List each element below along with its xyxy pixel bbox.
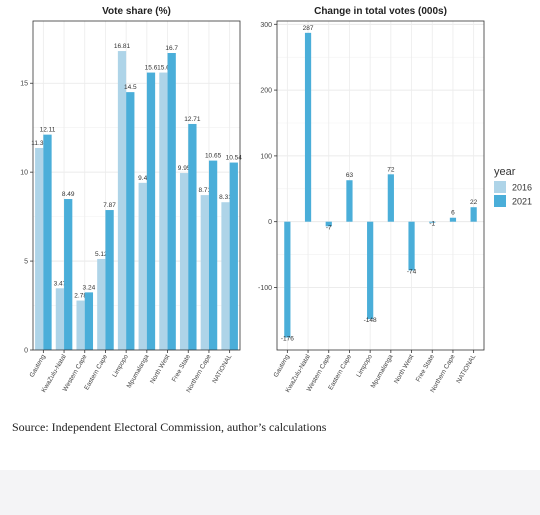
y-tick-label: 15 — [20, 81, 28, 88]
plot-background — [277, 21, 484, 350]
x-tick-label: NATIONAL — [455, 353, 477, 385]
bar — [408, 221, 415, 271]
data-label: 12.71 — [184, 116, 201, 123]
bar — [117, 51, 127, 350]
data-label: -7 — [326, 224, 332, 231]
panel-border — [276, 20, 485, 351]
chart-title: Vote share (%) — [102, 6, 171, 17]
bar — [387, 174, 394, 222]
data-label: 12.11 — [40, 127, 56, 134]
legend-title: year — [494, 166, 516, 178]
bar — [55, 288, 65, 350]
data-label: 16.81 — [114, 43, 131, 50]
bar — [35, 147, 44, 350]
x-tick-label: Mpumalanga — [370, 353, 395, 389]
data-label: 10.54 — [226, 155, 243, 162]
bar — [325, 221, 332, 227]
bar — [43, 134, 52, 350]
vote-share-panel: 11.36 3.47 2.78 5.12 16.81 9.4 15.6 9.95 8.71 8.3… — [20, 6, 242, 394]
bar — [208, 160, 218, 350]
y-tick-label: 300 — [260, 22, 272, 29]
data-label: -1 — [429, 220, 435, 227]
bar — [429, 221, 436, 223]
data-label: 8.71 — [198, 187, 211, 194]
data-label: 8.49 — [62, 191, 75, 198]
bar — [159, 72, 168, 351]
x-tick-label: Limpopo — [111, 353, 130, 378]
data-label: 11.36 — [31, 140, 47, 147]
bar — [97, 258, 106, 350]
x-tick-label: North West — [149, 353, 171, 385]
y-tick-label: -100 — [258, 285, 272, 292]
bar — [304, 32, 312, 222]
x-tick-label: NATIONAL — [211, 353, 233, 385]
x-tick-label: Limpopo — [355, 353, 374, 378]
x-tick-label: Gauteng — [29, 353, 48, 378]
data-label: 9.95 — [178, 165, 191, 172]
bar — [105, 210, 114, 350]
data-label: 22 — [470, 199, 478, 206]
y-tick-label: 0 — [268, 219, 272, 226]
bar — [84, 292, 94, 350]
bar — [229, 162, 238, 350]
bar — [126, 92, 135, 350]
data-label: 63 — [346, 172, 354, 179]
data-label: 16.7 — [165, 45, 178, 52]
vote-change-panel: -176 287 -7 63 -148 72 -74 -1 6 22 -100 0 100 200 300 G… — [258, 6, 485, 394]
x-tick-label: North West — [393, 353, 415, 385]
bar — [200, 195, 209, 350]
bar — [221, 202, 230, 350]
data-label: 15.6 — [157, 65, 170, 72]
source-note: Source: Independent Electoral Commission… — [12, 420, 327, 434]
y-tick-label: 100 — [260, 153, 272, 160]
legend-label: 2016 — [512, 183, 532, 193]
data-label: 7.87 — [103, 202, 116, 209]
y-tick-label: 0 — [24, 348, 28, 355]
data-label: -74 — [407, 268, 417, 275]
x-tick-label: Free State — [415, 353, 436, 383]
bar — [367, 221, 374, 320]
bar — [76, 300, 85, 350]
bar — [284, 221, 291, 338]
y-tick-label: 5 — [24, 259, 28, 266]
footer-band — [0, 470, 540, 515]
bar — [138, 182, 147, 350]
data-label: 287 — [303, 25, 314, 32]
data-label: 3.47 — [54, 280, 67, 287]
bar — [346, 180, 353, 222]
bar — [449, 217, 457, 222]
data-label: 9.4 — [138, 175, 147, 182]
bar — [167, 53, 176, 351]
y-tick-label: 10 — [20, 170, 28, 177]
panel-border — [32, 20, 241, 351]
data-label: 10.65 — [205, 153, 222, 160]
chart-title: Change in total votes (000s) — [314, 6, 447, 17]
data-label: 5.12 — [95, 251, 108, 258]
data-label: 3.24 — [83, 284, 96, 291]
legend-label: 2021 — [512, 197, 532, 207]
bar — [470, 207, 477, 222]
data-label: 14.5 — [124, 84, 137, 91]
legend-swatch — [494, 181, 506, 193]
bar — [188, 123, 197, 350]
legend: year 2016 2021 — [494, 166, 532, 207]
x-tick-label: Free State — [171, 353, 192, 383]
bar — [179, 173, 189, 350]
data-label: 8.31 — [219, 194, 232, 201]
data-label: 72 — [387, 166, 395, 173]
y-tick-label: 200 — [260, 88, 272, 95]
bar — [64, 199, 73, 350]
legend-swatch — [494, 195, 506, 207]
data-label: -176 — [281, 335, 294, 342]
x-tick-label: Mpumalanga — [126, 353, 151, 389]
x-tick-label: Gauteng — [273, 353, 292, 378]
data-label: 6 — [451, 210, 455, 217]
bar — [146, 72, 156, 351]
data-label: 2.78 — [74, 293, 87, 300]
data-label: 15.6 — [145, 65, 158, 72]
data-label: -148 — [364, 317, 377, 324]
